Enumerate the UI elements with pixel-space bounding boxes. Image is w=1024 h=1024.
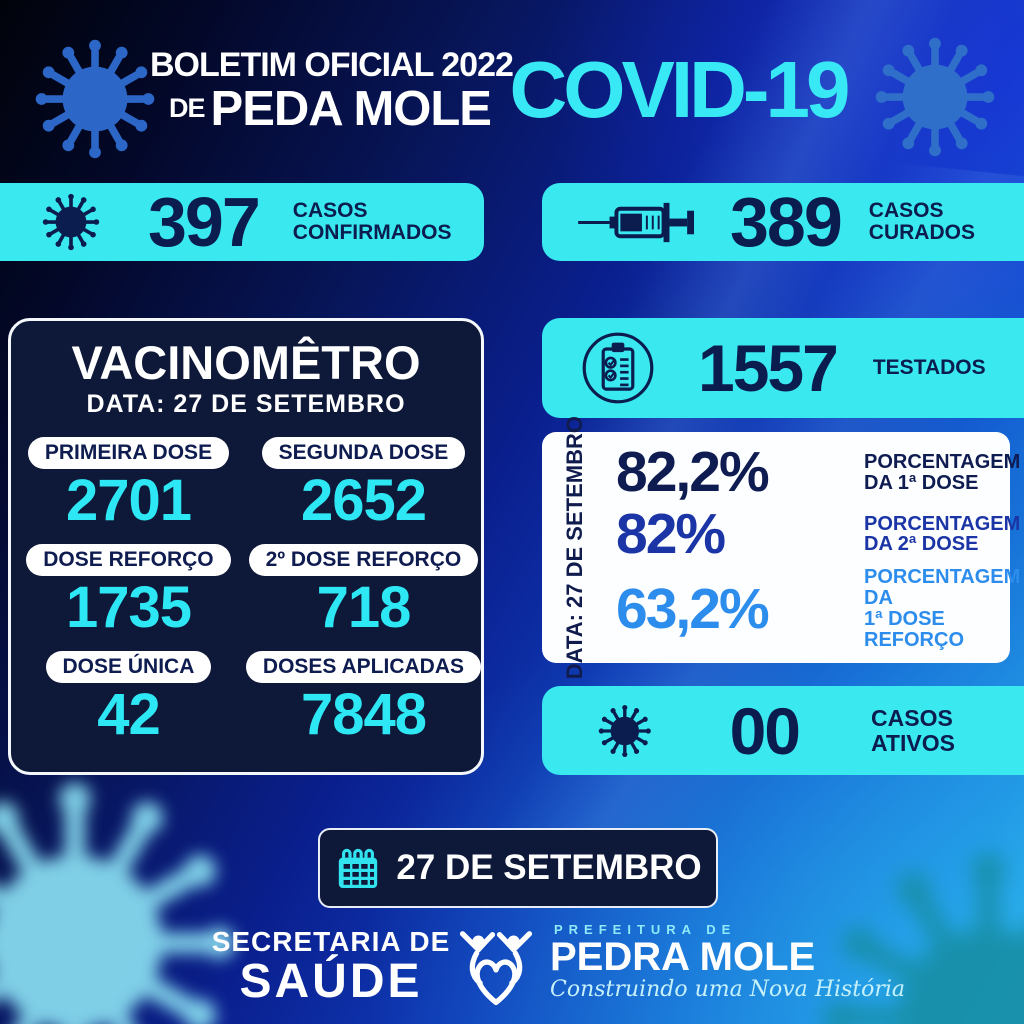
covid-19-title: COVID-19 [509,45,851,134]
cured-cases-banner: 389 CASOS CURADOS [542,183,1024,261]
dose-cell: PRIMEIRA DOSE 2701 [11,437,246,534]
dose-label: 2º DOSE REFORÇO [248,543,479,576]
percentage-value: 82% [616,501,726,566]
dose-label: DOSE REFORÇO [26,543,231,576]
dose-label: SEGUNDA DOSE [261,437,466,469]
percentage-label: PORCENTAGEM DA 2ª DOSE [864,512,1021,556]
virus-icon [874,36,996,158]
dose-value: 7848 [300,681,427,747]
active-cases-banner: 00 CASOS ATIVOS [542,686,1024,775]
percentage-label: PORCENTAGEM DA 1ª DOSE [864,452,1020,494]
percentage-label-line2: 1ª DOSE REFORÇO [864,608,964,651]
virus-icon [42,193,100,251]
percentage-label: PORCENTAGEM DA 1ª DOSE REFORÇO [864,567,1020,650]
active-cases-value: 00 [729,693,801,768]
doses-grid: PRIMEIRA DOSE 2701 SEGUNDA DOSE 2652 DOS… [11,437,481,748]
percentage-label-line2: DA 2ª DOSE [864,533,979,556]
bulletin-title-de: DE [169,93,206,123]
tested-label: TESTADOS [872,355,986,379]
percentage-label-line2: DA 1ª DOSE [864,471,979,494]
confirmed-label-line1: CASOS [292,198,368,222]
bulletin-title-city: PEDA MOLE [210,82,492,136]
percentage-row: 63,2% PORCENTAGEM DA 1ª DOSE REFORÇO [616,567,1020,650]
dose-value: 42 [97,681,161,747]
calendar-icon [334,844,382,892]
percentage-label-line1: PORCENTAGEM DA [864,566,1021,610]
syringe-icon [576,195,704,250]
bulletin-title-line2: DE PEDA MOLE [150,85,510,134]
clipboard-icon [580,330,656,406]
tested-banner: 1557 TESTADOS [542,318,1024,418]
dose-value: 2652 [300,468,427,533]
secretaria-saude-label: SECRETARIA DE SAÚDE [196,926,466,1007]
cured-label-line1: CASOS [868,198,944,222]
prefeitura-logo: PREFEITURA DE PEDRA MOLE Construindo uma… [452,922,906,1002]
confirmed-cases-label: CASOS CONFIRMADOS [292,198,452,244]
virus-icon [598,701,652,761]
percentage-row: 82% PORCENTAGEM DA 2ª DOSE [616,501,1020,566]
bulletin-title: BOLETIM OFICIAL 2022 DE PEDA MOLE [150,46,514,134]
secretaria-line1: SECRETARIA DE [211,926,451,957]
active-cases-label: CASOS ATIVOS [871,705,955,756]
logo-city-name: PEDRA MOLE [550,935,816,979]
logo-text: PREFEITURA DE PEDRA MOLE Construindo uma… [550,922,906,1002]
percentage-label-line1: PORCENTAGEM [864,512,1021,535]
confirmed-label-line2: CONFIRMADOS [292,221,452,244]
heart-people-emblem-icon [452,928,540,1010]
virus-icon [34,38,156,160]
dose-label: PRIMEIRA DOSE [27,437,230,469]
dose-cell: 2º DOSE REFORÇO 718 [246,543,481,641]
dose-cell: DOSES APLICADAS 7848 [245,650,481,748]
confirmed-cases-value: 397 [148,183,261,261]
secretaria-line2: SAÚDE [239,955,423,1008]
percentage-label-line1: PORCENTAGEM [864,451,1021,473]
cured-cases-value: 389 [730,183,843,261]
percentage-value: 63,2% [616,576,770,641]
dose-value: 1735 [65,574,192,640]
logo-slogan: Construindo uma Nova História [550,977,906,1002]
percentage-row: 82,2% PORCENTAGEM DA 1ª DOSE [616,440,1020,505]
tested-value: 1557 [698,331,839,405]
vacinometro-panel: VACINOMÊTRO DATA: 27 DE SETEMBRO PRIMEIR… [8,318,484,775]
logo-prefeitura-de: PREFEITURA DE [554,922,737,937]
date-banner: 27 DE SETEMBRO [318,828,718,908]
dose-cell: DOSE ÚNICA 42 [11,650,246,748]
cured-label-line2: CURADOS [868,221,975,244]
confirmed-cases-banner: 397 CASOS CONFIRMADOS [0,183,484,261]
percentages-date: DATA: 27 DE SETEMBRO [544,416,606,679]
percentage-value: 82,2% [616,440,770,505]
vacinometro-date: DATA: 27 DE SETEMBRO [86,390,406,418]
dose-cell: DOSE REFORÇO 1735 [11,543,246,641]
bulletin-title-line1: BOLETIM OFICIAL 2022 [150,46,514,84]
dose-value: 2701 [65,468,192,533]
vacinometro-title: VACINOMÊTRO [71,336,421,389]
dose-cell: SEGUNDA DOSE 2652 [246,437,481,534]
dose-value: 718 [316,574,412,640]
date-banner-text: 27 DE SETEMBRO [396,848,702,887]
cured-cases-label: CASOS CURADOS [868,198,975,244]
dose-label: DOSES APLICADAS [245,650,481,683]
percentages-date-text: DATA: 27 DE SETEMBRO [562,415,587,680]
percentages-panel: DATA: 27 DE SETEMBRO 82,2% PORCENTAGEM D… [542,416,1020,679]
dose-label: DOSE ÚNICA [45,650,212,683]
